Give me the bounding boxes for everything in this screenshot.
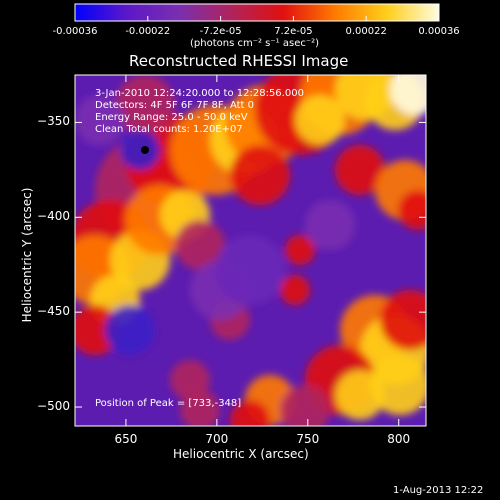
x-tick-label: 800 (387, 432, 411, 446)
heatmap-blob (170, 360, 210, 400)
heatmap-blob (175, 220, 225, 270)
colorbar (74, 3, 440, 22)
colorbar-tick-label: 0.00022 (345, 26, 387, 37)
plot-frame (74, 74, 427, 427)
colorbar-unit-label: (photons cm⁻² s⁻¹ asec⁻²) (190, 38, 320, 49)
heatmap-blob (105, 305, 155, 355)
colorbar-tick-label: -7.2e-05 (199, 26, 242, 37)
heatmap-blob (230, 145, 290, 205)
y-tick-label: −400 (37, 209, 70, 224)
colorbar-tick-label: -0.00036 (52, 26, 98, 37)
heatmap-blob (285, 235, 315, 265)
y-axis-label: Heliocentric Y (arcsec) (20, 187, 34, 323)
chart-title: Reconstructed RHESSI Image (129, 52, 349, 70)
x-tick-label: 650 (114, 432, 138, 446)
annotation-energy-range: Energy Range: 25.0 - 50.0 keV (95, 112, 248, 123)
heatmap-blob (115, 75, 175, 135)
heatmap-blob (390, 75, 426, 115)
x-axis-label: Heliocentric X (arcsec) (173, 447, 309, 461)
heatmap-blob (215, 235, 285, 305)
heatmap-blob (370, 355, 426, 415)
annotation-detectors: Detectors: 4F 5F 6F 7F 8F, Att 0 (95, 100, 255, 111)
heatmap (75, 75, 426, 426)
y-tick-label: −350 (37, 114, 70, 129)
annotation-peak-position: Position of Peak = [733,-348] (95, 398, 242, 409)
footer-timestamp: 1-Aug-2013 12:22 (393, 485, 484, 496)
heatmap-blob (398, 190, 426, 230)
annotation-time-range: 3-Jan-2010 12:24:20.000 to 12:28:56.000 (95, 88, 304, 99)
heatmap-blob (120, 130, 160, 170)
heatmap-blob (335, 145, 385, 195)
y-tick-label: −450 (37, 304, 70, 319)
colorbar-ticks (74, 16, 440, 21)
annotation-clean-counts: Clean Total counts: 1.20E+07 (95, 124, 243, 135)
x-tick-label: 750 (296, 432, 320, 446)
heatmap-blob (75, 95, 125, 145)
heatmap-blob (380, 290, 426, 350)
y-tick-label: −500 (37, 399, 70, 414)
colorbar-tick-label: -0.00022 (125, 26, 171, 37)
colorbar-tick-label: 0.00036 (418, 26, 460, 37)
colorbar-tick-label: 7.2e-05 (274, 26, 313, 37)
heatmap-blob (230, 400, 270, 426)
axis-ticks (75, 75, 426, 426)
x-tick-label: 700 (205, 432, 229, 446)
heatmap-minimum (141, 146, 149, 154)
heatmap-blob (295, 95, 345, 145)
heatmap-blob (280, 385, 330, 426)
heatmap-blob (305, 200, 355, 250)
heatmap-blob (280, 275, 310, 305)
